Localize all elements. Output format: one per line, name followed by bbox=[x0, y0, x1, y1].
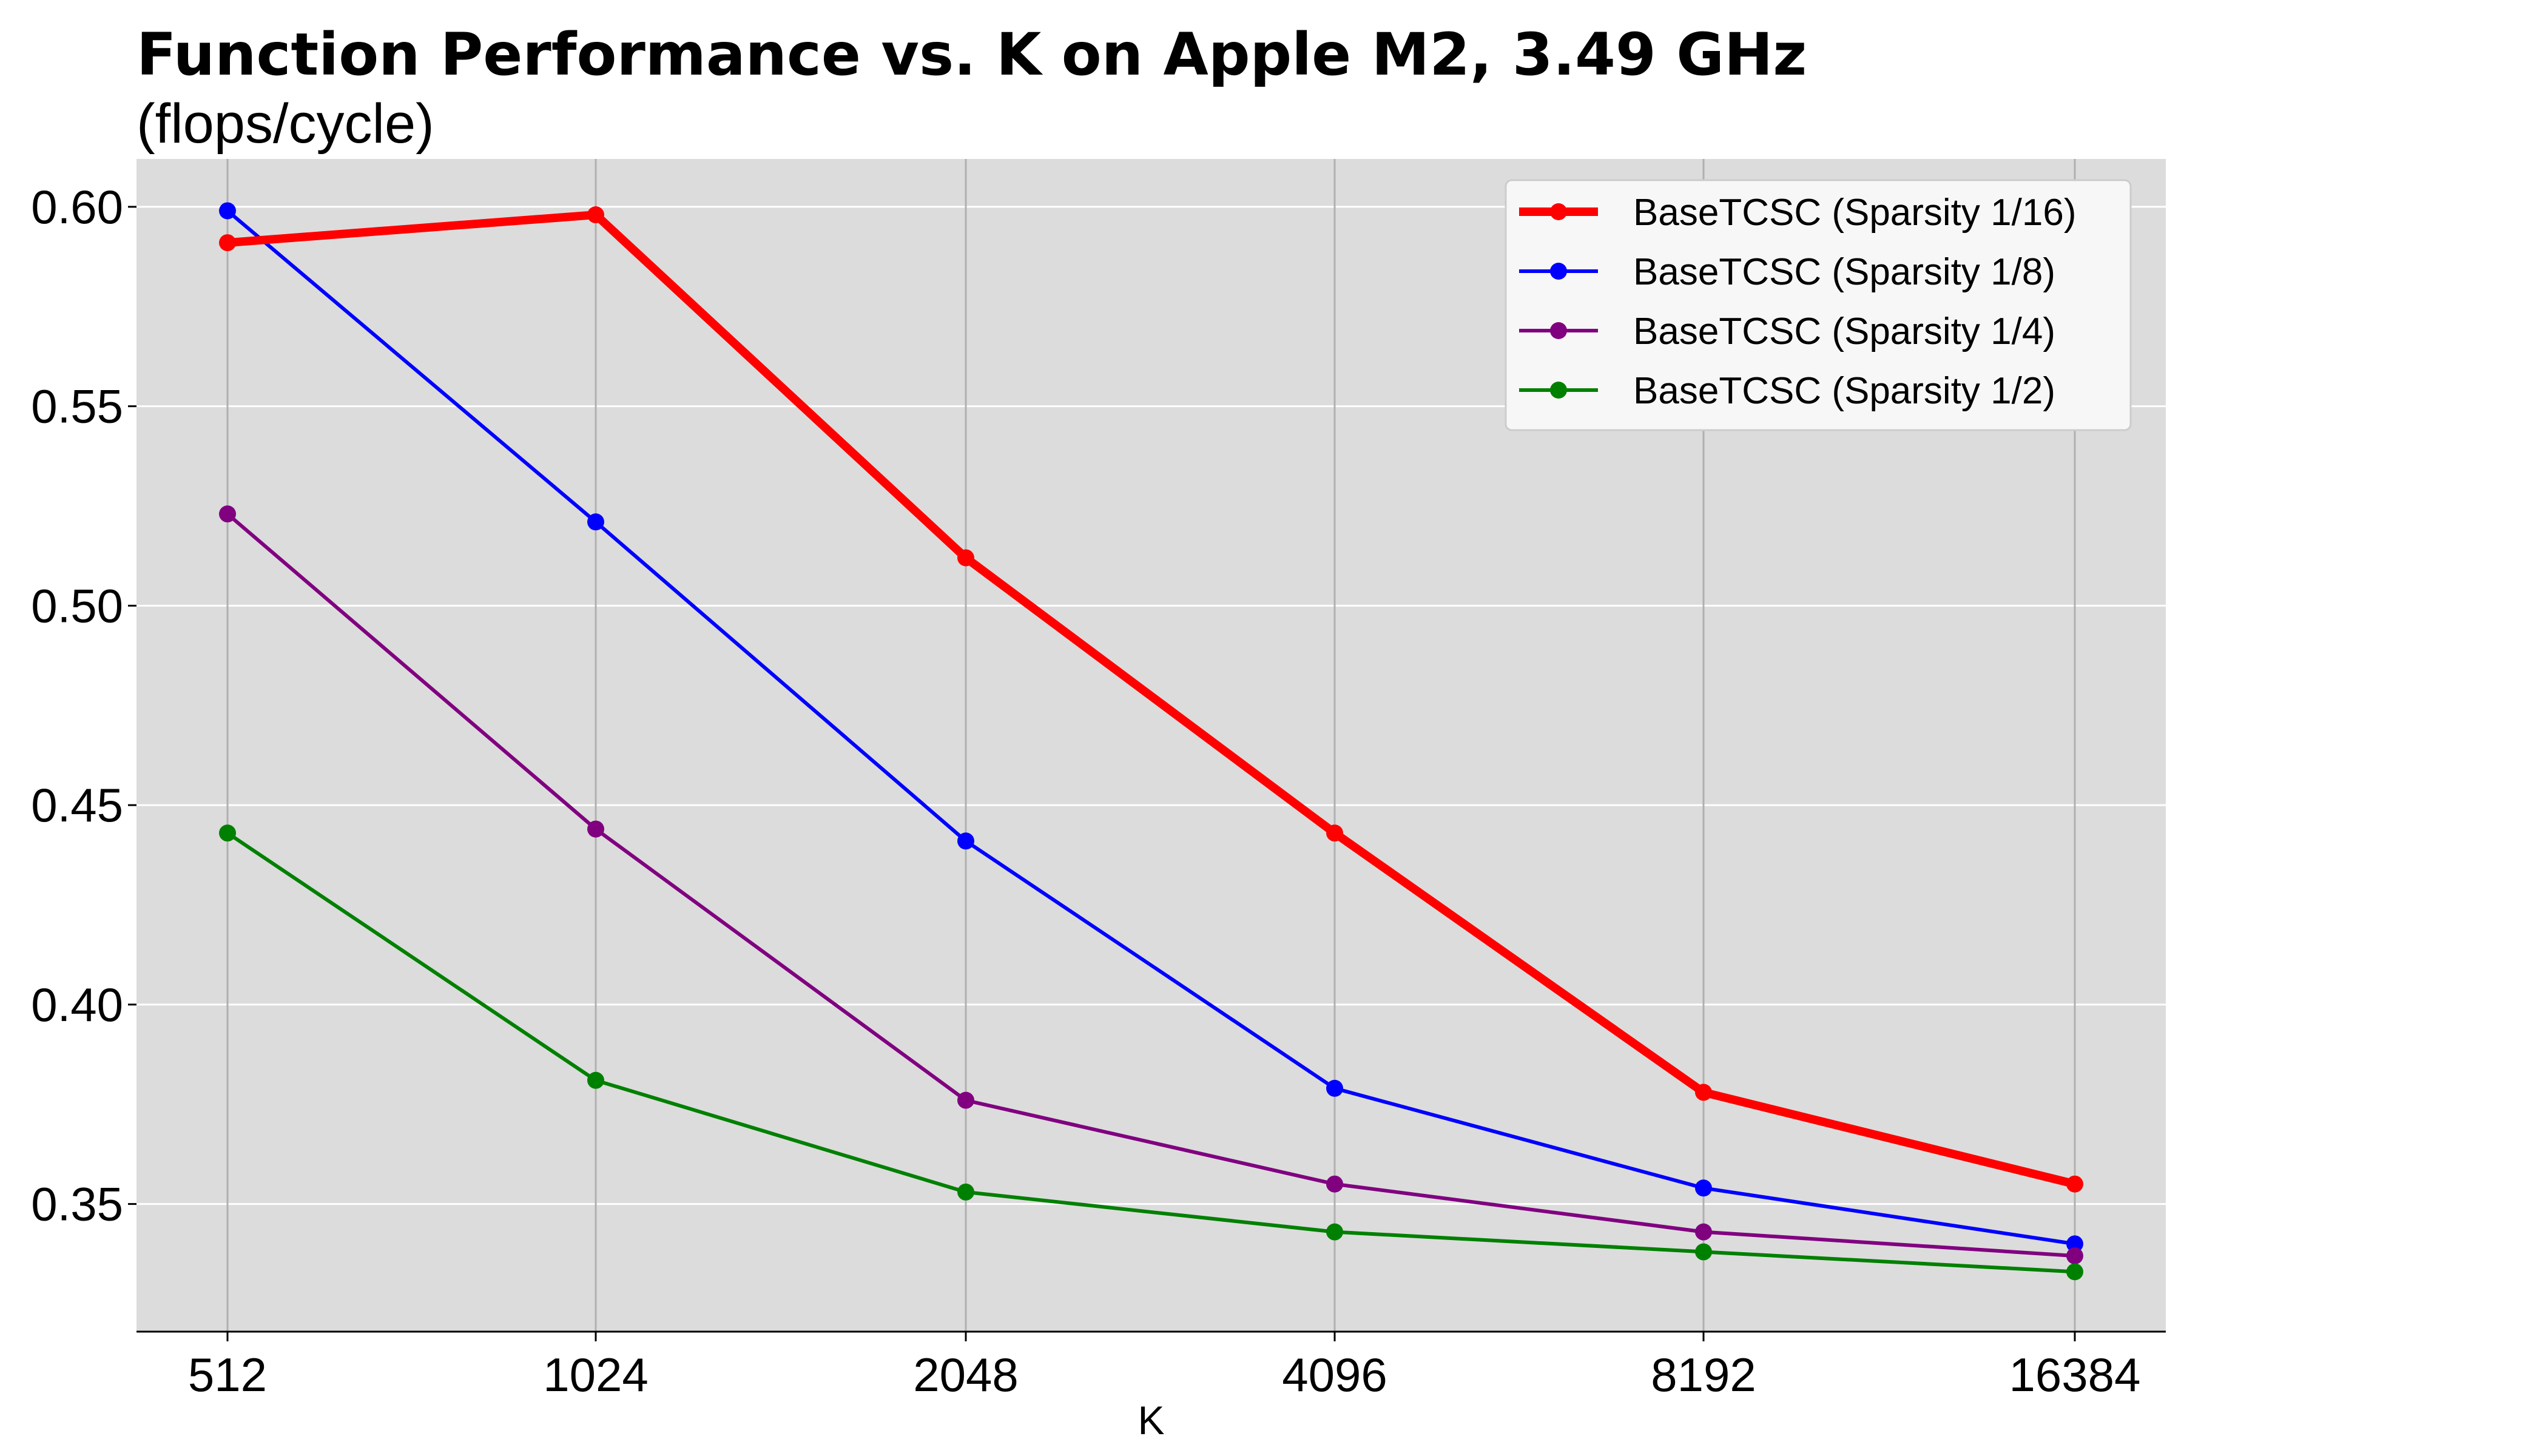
data-point bbox=[1695, 1223, 1712, 1241]
data-point bbox=[219, 505, 236, 523]
y-tick-label: 0.35 bbox=[31, 1178, 123, 1231]
y-tick-label: 0.50 bbox=[31, 579, 123, 632]
data-point bbox=[2066, 1247, 2083, 1265]
data-point bbox=[1326, 824, 1343, 842]
series-group bbox=[219, 505, 2083, 1265]
series-line bbox=[223, 211, 2079, 1188]
data-point bbox=[219, 202, 236, 220]
x-axis-label: K bbox=[1138, 1398, 1164, 1443]
series-lines bbox=[219, 202, 2083, 1281]
data-point bbox=[587, 1071, 604, 1089]
legend-label: BaseTCSC (Sparsity 1/8) bbox=[1633, 251, 2055, 293]
data-point bbox=[219, 234, 236, 252]
data-point bbox=[1326, 1175, 1343, 1193]
data-point bbox=[1326, 1079, 1343, 1097]
series-line bbox=[226, 209, 2077, 1246]
chart-title: Function Performance vs. K on Apple M2, … bbox=[136, 21, 1807, 89]
legend-marker bbox=[1550, 322, 1567, 339]
legend-label: BaseTCSC (Sparsity 1/16) bbox=[1633, 192, 2076, 234]
data-point bbox=[1695, 1179, 1712, 1197]
y-tick-label: 0.60 bbox=[31, 180, 123, 234]
axes: 0.35 0.40 0.45 0.50 0.55 0.60 512 1024 2048 4096 8… bbox=[31, 180, 2166, 1443]
legend-label: BaseTCSC (Sparsity 1/2) bbox=[1633, 370, 2055, 412]
data-point bbox=[1695, 1243, 1712, 1261]
chart-subtitle: (flops/cycle) bbox=[136, 93, 434, 155]
legend: BaseTCSC (Sparsity 1/16) BaseTCSC (Sparsi… bbox=[1505, 179, 2132, 431]
data-point bbox=[2066, 1175, 2083, 1193]
data-point bbox=[1695, 1084, 1712, 1101]
x-tick-label: 1024 bbox=[543, 1348, 649, 1401]
data-point bbox=[219, 824, 236, 842]
legend-box bbox=[1505, 179, 2132, 431]
data-point bbox=[587, 206, 604, 224]
x-tick-label: 8192 bbox=[1651, 1348, 1756, 1401]
data-point bbox=[2066, 1263, 2083, 1281]
x-tick-label: 16384 bbox=[2009, 1348, 2141, 1401]
series-group bbox=[219, 206, 2083, 1193]
data-point bbox=[957, 549, 974, 567]
legend-marker bbox=[1550, 382, 1567, 399]
series-line bbox=[226, 831, 2077, 1274]
y-tick-label: 0.55 bbox=[31, 380, 123, 433]
data-point bbox=[1326, 1223, 1343, 1241]
legend-marker bbox=[1550, 203, 1567, 220]
legend-marker bbox=[1550, 263, 1567, 280]
x-tick-label: 4096 bbox=[1282, 1348, 1387, 1401]
series-group bbox=[219, 824, 2083, 1281]
data-point bbox=[587, 820, 604, 838]
x-tick-label: 2048 bbox=[913, 1348, 1019, 1401]
x-tick-label: 512 bbox=[188, 1348, 267, 1401]
y-tick-label: 0.40 bbox=[31, 978, 123, 1031]
data-point bbox=[957, 1091, 974, 1109]
series-line bbox=[226, 512, 2077, 1258]
data-point bbox=[957, 1183, 974, 1201]
data-point bbox=[2066, 1235, 2083, 1253]
y-tick-label: 0.45 bbox=[31, 778, 123, 832]
series-group bbox=[219, 202, 2083, 1253]
legend-label: BaseTCSC (Sparsity 1/4) bbox=[1633, 311, 2055, 352]
data-point bbox=[587, 513, 604, 531]
data-point bbox=[957, 832, 974, 850]
